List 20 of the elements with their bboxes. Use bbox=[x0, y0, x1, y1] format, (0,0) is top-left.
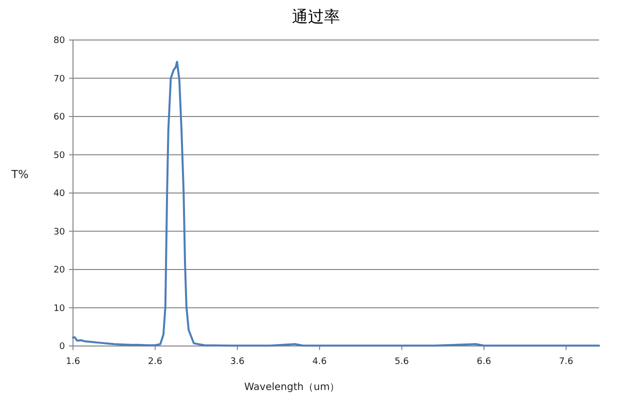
x-axis-title: Wavelength（um） bbox=[244, 382, 340, 393]
y-tick-label: 70 bbox=[54, 74, 66, 84]
x-tick-label: 3.6 bbox=[230, 357, 245, 367]
chart-title: 通过率 bbox=[292, 7, 340, 26]
x-tick-label: 5.6 bbox=[394, 357, 410, 367]
y-tick-label: 50 bbox=[54, 150, 66, 161]
x-tick-label: 7.6 bbox=[558, 357, 574, 367]
y-tick-label: 30 bbox=[54, 227, 66, 238]
x-tick-label: 4.6 bbox=[312, 357, 327, 367]
y-tick-label: 20 bbox=[54, 266, 66, 276]
y-tick-label: 0 bbox=[59, 342, 66, 352]
y-axis-title: T% bbox=[10, 168, 29, 181]
x-tick-label: 2.6 bbox=[148, 357, 163, 367]
y-tick-label: 80 bbox=[54, 36, 66, 46]
y-tick-label: 60 bbox=[54, 112, 66, 122]
x-tick-label: 1.6 bbox=[66, 357, 80, 367]
y-tick-label: 10 bbox=[54, 304, 66, 314]
y-tick-label: 40 bbox=[54, 189, 66, 199]
x-tick-label: 6.6 bbox=[476, 357, 492, 367]
line-series bbox=[72, 60, 600, 347]
